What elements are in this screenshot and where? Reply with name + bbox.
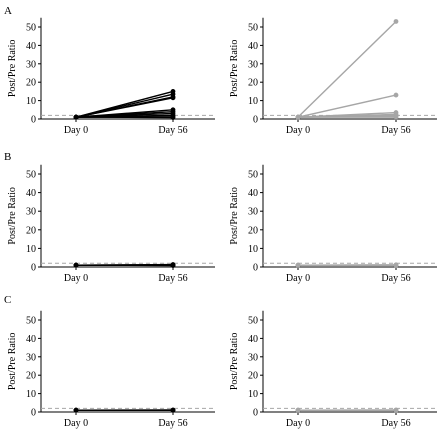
chart-a-left-y-tick-label-10: 10 <box>26 96 36 107</box>
chart-c-right-x-tick-label-0: Day 0 <box>286 418 310 429</box>
chart-a-left-y-tick-label-0: 0 <box>31 115 36 126</box>
charts: 0 10 20 30 40 50 Post/Pre Ratio Day 0 Day 56 0 10 2… <box>7 17 437 429</box>
chart-b-left-y-tick-label-20: 20 <box>26 225 36 236</box>
chart-b-left-y-axis-title: Post/Pre Ratio <box>7 187 18 245</box>
chart-b-right-y-tick-label-20: 20 <box>248 225 258 236</box>
chart-b-left-x-tick-label-1: Day 56 <box>158 273 187 284</box>
chart-a-left-series-3-line <box>75 97 174 118</box>
chart-c-left-series-2-point-1 <box>170 407 176 413</box>
chart-b-left-y-tick-label-0: 0 <box>31 263 36 274</box>
panel-label-b: B <box>4 151 11 163</box>
chart-a-right-series-6-point-0 <box>295 114 301 120</box>
chart-c-right: 0 10 20 30 40 50 Post/Pre Ratio Day 0 Day 56 <box>229 310 437 429</box>
chart-a-left-y-tick-label-30: 30 <box>26 59 36 70</box>
chart-c-right-y-tick-label-10: 10 <box>248 389 258 400</box>
chart-c-left-y-tick-label-30: 30 <box>26 352 36 363</box>
chart-c-right-series-2-point-1 <box>393 407 399 413</box>
chart-c-right-y-axis-title: Post/Pre Ratio <box>229 333 240 391</box>
chart-a-right-y-tick-label-20: 20 <box>248 78 258 89</box>
chart-c-left-y-tick-label-40: 40 <box>26 334 36 345</box>
chart-a-left-series-9-point-1 <box>170 115 176 120</box>
chart-c-left-y-tick-label-0: 0 <box>31 408 36 419</box>
chart-a-right-y-tick-label-30: 30 <box>248 59 258 70</box>
chart-a-right-series-0-line <box>297 20 397 118</box>
chart-c-right-y-tick-label-20: 20 <box>248 371 258 382</box>
chart-b-right-y-tick-label-0: 0 <box>253 263 258 274</box>
chart-c-right-x-tick-label-1: Day 56 <box>381 418 410 429</box>
chart-b-left-y-tick-label-10: 10 <box>26 244 36 255</box>
chart-c-right-y-tick-label-30: 30 <box>248 352 258 363</box>
chart-a-left-x-tick-label-0: Day 0 <box>64 125 88 136</box>
chart-a-left-series-9-point-0 <box>73 114 79 120</box>
chart-a-left-series-3-point-1 <box>170 95 176 101</box>
chart-b-left-series-4-point-1 <box>170 263 176 268</box>
panel-label-c: C <box>4 294 11 306</box>
chart-c-left-series-2-point-0 <box>73 407 79 413</box>
chart-a-right-x-tick-label-1: Day 56 <box>381 125 410 136</box>
chart-b-left: 0 10 20 30 40 50 Post/Pre Ratio Day 0 Day 56 <box>7 164 215 284</box>
chart-b-right-y-tick-label-30: 30 <box>248 207 258 218</box>
chart-c-left: 0 10 20 30 40 50 Post/Pre Ratio Day 0 Day 56 <box>7 310 215 429</box>
chart-a-right: 0 10 20 30 40 50 Post/Pre Ratio Day 0 Day 56 <box>229 17 437 136</box>
chart-b-right-y-axis-title: Post/Pre Ratio <box>229 187 240 245</box>
chart-a-right-y-axis-title: Post/Pre Ratio <box>229 40 240 98</box>
chart-b-right-y-tick-label-50: 50 <box>248 170 258 181</box>
chart-c-left-y-tick-label-20: 20 <box>26 371 36 382</box>
chart-b-right-series-2-point-0 <box>295 262 301 268</box>
chart-a-left-x-tick-label-1: Day 56 <box>158 125 187 136</box>
chart-a-left-y-tick-label-20: 20 <box>26 78 36 89</box>
chart-b-left-series-4-point-0 <box>73 262 79 268</box>
chart-a-right-y-tick-label-50: 50 <box>248 23 258 34</box>
chart-a-right-series-6-point-1 <box>393 114 399 120</box>
chart-c-left-x-tick-label-0: Day 0 <box>64 418 88 429</box>
chart-c-right-y-tick-label-50: 50 <box>248 316 258 327</box>
chart-a-right-y-tick-label-40: 40 <box>248 41 258 52</box>
chart-c-left-y-tick-label-50: 50 <box>26 316 36 327</box>
chart-c-left-y-tick-label-10: 10 <box>26 389 36 400</box>
chart-b-right-x-tick-label-1: Day 56 <box>381 273 410 284</box>
chart-a-right-series-1-line <box>297 94 397 118</box>
chart-b-left-y-tick-label-30: 30 <box>26 207 36 218</box>
chart-b-left-x-tick-label-0: Day 0 <box>64 273 88 284</box>
panel-label-a: A <box>4 5 12 17</box>
chart-b-right: 0 10 20 30 40 50 Post/Pre Ratio Day 0 Day 56 <box>229 164 437 284</box>
chart-a-right-series-1-point-1 <box>393 92 399 98</box>
chart-c-left-y-axis-title: Post/Pre Ratio <box>7 333 18 391</box>
chart-b-left-y-tick-label-40: 40 <box>26 188 36 199</box>
chart-a-right-x-tick-label-0: Day 0 <box>286 125 310 136</box>
chart-a-left-y-tick-label-40: 40 <box>26 41 36 52</box>
chart-a-right-series-0-point-1 <box>393 19 399 24</box>
chart-b-left-y-tick-label-50: 50 <box>26 170 36 181</box>
chart-b-right-x-tick-label-0: Day 0 <box>286 273 310 284</box>
chart-c-right-series-2-point-0 <box>295 407 301 413</box>
chart-a-right-y-tick-label-10: 10 <box>248 96 258 107</box>
chart-b-right-y-tick-label-10: 10 <box>248 244 258 255</box>
chart-a-left: 0 10 20 30 40 50 Post/Pre Ratio Day 0 Day 56 <box>7 17 215 136</box>
chart-c-right-y-tick-label-40: 40 <box>248 334 258 345</box>
chart-c-right-y-tick-label-0: 0 <box>253 408 258 419</box>
chart-a-left-y-tick-label-50: 50 <box>26 23 36 34</box>
chart-a-right-y-tick-label-0: 0 <box>253 115 258 126</box>
chart-b-right-y-tick-label-40: 40 <box>248 188 258 199</box>
chart-c-left-x-tick-label-1: Day 56 <box>158 418 187 429</box>
chart-b-right-series-2-point-1 <box>393 262 399 268</box>
chart-a-left-y-axis-title: Post/Pre Ratio <box>7 40 18 98</box>
